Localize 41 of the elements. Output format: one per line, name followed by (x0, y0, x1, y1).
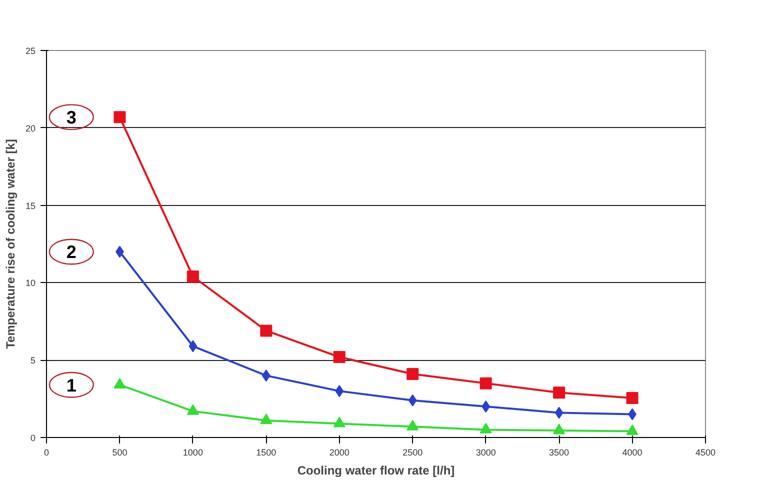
point (186, 404, 199, 415)
text: 2 (66, 242, 76, 262)
point (406, 368, 419, 380)
x-tick-label: 4000 (622, 448, 642, 458)
x-tick-label: 3000 (476, 448, 496, 458)
x-tick-label: 500 (112, 448, 128, 458)
y-tick-label: 0 (30, 433, 36, 443)
x-axis-title: Cooling water flow rate [l/h] (297, 464, 455, 478)
text: 3 (66, 108, 76, 128)
point (114, 378, 126, 389)
y-tick-label: 20 (25, 123, 36, 134)
text: 1 (66, 375, 76, 396)
point (626, 392, 638, 404)
y-tick-label: 10 (25, 278, 36, 288)
x-tick-label: 2500 (402, 448, 423, 458)
x-tick-label: 4500 (695, 448, 716, 458)
point (114, 111, 126, 124)
point (408, 394, 417, 406)
y-tick-label: 15 (25, 200, 36, 211)
point (335, 385, 344, 398)
x-tick-label: 1500 (256, 448, 276, 458)
point (553, 424, 566, 434)
y-tick-label: 25 (25, 46, 36, 56)
y-axis-title: Temperature rise of cooling water [k] (3, 139, 18, 349)
point (333, 351, 346, 364)
x-tick-label: 1000 (182, 448, 203, 458)
point (260, 324, 272, 337)
point (188, 340, 198, 352)
x-tick-label: 2000 (329, 448, 350, 458)
point (186, 270, 199, 283)
x-tick-label: 3500 (549, 448, 570, 458)
point (480, 422, 492, 434)
y-tick-label: 5 (30, 356, 36, 366)
point (554, 406, 564, 419)
point (333, 416, 346, 428)
point (480, 377, 492, 390)
x-tick-label: 0 (44, 448, 50, 458)
point (406, 420, 419, 430)
point (553, 386, 566, 399)
point (260, 414, 272, 424)
point (626, 424, 638, 435)
